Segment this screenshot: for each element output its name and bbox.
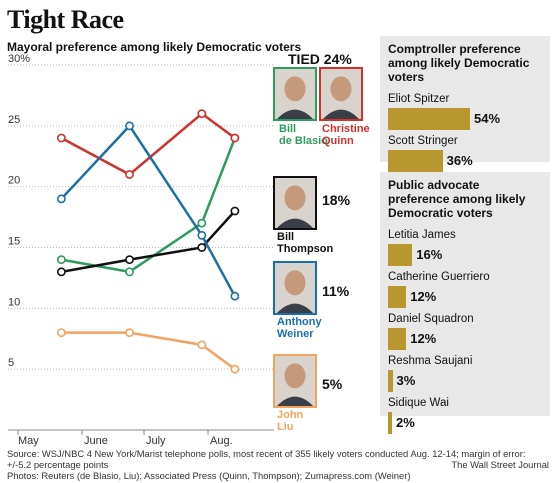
bar-value-label: 16%	[416, 247, 443, 262]
data-point	[56, 194, 66, 204]
bar-value-label: 12%	[410, 289, 437, 304]
bar-value-label: 3%	[396, 373, 416, 388]
x-tick-label: Aug.	[210, 435, 233, 447]
data-point	[230, 364, 240, 374]
bar	[388, 286, 407, 308]
bar	[388, 328, 407, 350]
bar-item: Scott Stringer 36%	[380, 130, 550, 172]
bar	[388, 244, 413, 266]
bar-item: Reshma Saujani 3%	[380, 350, 550, 392]
source-line-1: Source: WSJ/NBC 4 New York/Marist teleph…	[7, 448, 526, 470]
bar-value-label: 12%	[410, 331, 437, 346]
chart-title: Tight Race	[7, 5, 124, 34]
data-point	[56, 328, 66, 338]
bar	[388, 108, 470, 130]
y-tick-label: 30%	[8, 53, 30, 65]
candidate-name-liu: John Liu	[277, 409, 304, 433]
data-point	[125, 121, 134, 131]
bar-value-label: 36%	[446, 153, 473, 168]
data-point	[197, 243, 207, 252]
data-point	[56, 267, 66, 277]
series-line	[60, 123, 236, 297]
public-advocate-title: Public advocate preference among likely …	[388, 178, 526, 220]
data-point	[125, 255, 134, 265]
candidate-name-thompson: Bill Thompson	[277, 231, 333, 255]
comptroller-panel: Comptroller preference among likely Demo…	[380, 36, 550, 172]
bar-item: Daniel Squadron 12%	[380, 308, 550, 350]
chart-subtitle: Mayoral preference among likely Democrat…	[7, 40, 302, 54]
x-tick-label: June	[84, 435, 108, 447]
data-point	[125, 267, 134, 277]
candidate-photo-quinn	[319, 67, 363, 121]
y-tick-label: 5	[8, 357, 14, 369]
bar-label: Eliot Spitzer	[388, 93, 450, 105]
bar-item: Sidique Wai 2%	[380, 392, 550, 434]
data-point	[197, 340, 207, 350]
data-point	[56, 255, 66, 265]
bar-label: Catherine Guerriero	[388, 271, 490, 283]
candidate-name-deblasio: Bill de Blasio	[279, 123, 328, 147]
data-point	[125, 328, 134, 338]
data-point	[197, 109, 207, 119]
bar-value-label: 2%	[396, 415, 415, 430]
data-point	[197, 218, 207, 228]
comptroller-title: Comptroller preference among likely Demo…	[388, 42, 530, 84]
series-line	[61, 331, 236, 371]
candidate-name-weiner: Anthony Weiner	[277, 316, 322, 340]
bar-item: Letitia James 16%	[380, 224, 550, 266]
series-line	[61, 210, 236, 274]
tied-label: TIED 24%	[288, 51, 352, 67]
series-line	[60, 112, 236, 177]
candidate-name-quinn: Christine Quinn	[322, 123, 370, 147]
bar-label: Scott Stringer	[388, 135, 458, 147]
data-point	[230, 291, 240, 301]
y-tick-label: 15	[8, 236, 20, 248]
bar-label: Reshma Saujani	[388, 355, 473, 367]
data-point	[197, 230, 207, 240]
candidate-pct-thompson: 18%	[322, 192, 351, 208]
y-tick-label: 25	[8, 114, 20, 126]
candidate-photo-liu	[273, 354, 317, 408]
bar-item: Catherine Guerriero 12%	[380, 266, 550, 308]
bar	[388, 412, 392, 434]
bar-item: Eliot Spitzer 54%	[380, 88, 550, 130]
bar	[388, 370, 393, 392]
data-point	[56, 133, 66, 143]
candidate-photo-thompson	[273, 176, 317, 230]
bar-label: Sidique Wai	[388, 397, 449, 409]
source-line-2: Photos: Reuters (de Blasio, Liu); Associ…	[7, 470, 411, 481]
candidate-pct-liu: 5%	[322, 376, 343, 392]
candidate-photo-deblasio	[273, 67, 317, 121]
data-point	[230, 206, 240, 216]
credit: The Wall Street Journal	[451, 459, 549, 470]
public-advocate-panel: Public advocate preference among likely …	[380, 172, 550, 434]
y-tick-label: 10	[8, 296, 20, 308]
source-note: Source: WSJ/NBC 4 New York/Marist teleph…	[7, 448, 552, 481]
candidate-pct-weiner: 11%	[322, 283, 350, 299]
candidate-photo-weiner	[273, 261, 317, 315]
bar	[388, 150, 443, 172]
bar-label: Letitia James	[388, 229, 456, 241]
data-point	[230, 133, 240, 143]
bar-value-label: 54%	[474, 111, 501, 126]
data-point	[125, 170, 134, 179]
x-tick-label: July	[146, 435, 166, 447]
y-tick-label: 20	[8, 175, 20, 187]
bar-label: Daniel Squadron	[388, 313, 474, 325]
x-tick-label: May	[18, 435, 39, 447]
